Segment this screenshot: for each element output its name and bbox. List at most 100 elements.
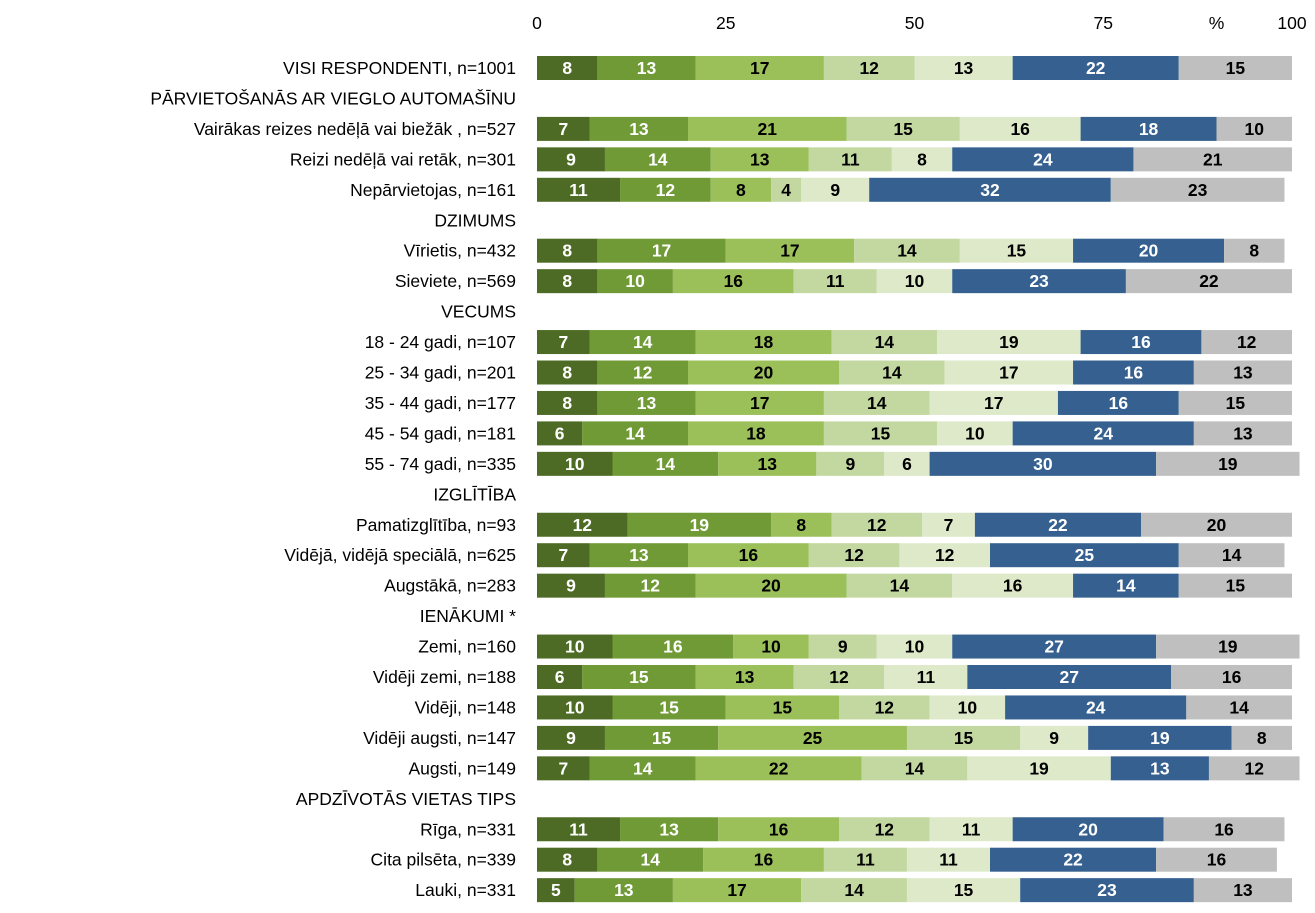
- bar-value-label: 25: [1075, 545, 1095, 565]
- bar-segment: [1110, 177, 1285, 202]
- bar-value-label: 16: [1222, 667, 1242, 687]
- bar-value-label: 8: [736, 180, 746, 200]
- bar-segment: [771, 512, 832, 537]
- bar-segment: [959, 238, 1074, 263]
- bar-row: 18 - 24 gadi, n=107 7 14 18 14 19 16 12: [365, 330, 1292, 355]
- bar-value-label: 16: [724, 271, 744, 291]
- bar-segment: [876, 269, 953, 294]
- bar-segment: [537, 56, 598, 80]
- bar-value-label: 14: [905, 758, 925, 778]
- bar-value-label: 4: [781, 180, 791, 200]
- bar-value-label: 20: [1078, 819, 1098, 839]
- bar-segment: [537, 543, 590, 568]
- bar-value-label: 20: [1207, 515, 1227, 535]
- bar-value-label: 11: [841, 149, 860, 169]
- bar-segment: [1231, 725, 1292, 750]
- group-header-label: IENĀKUMI *: [420, 606, 516, 626]
- bar-value-label: 13: [1233, 363, 1253, 383]
- bar-segment: [718, 817, 839, 842]
- bar-value-label: 14: [656, 454, 676, 474]
- category-label: Nepārvietojas, n=161: [350, 180, 516, 200]
- category-label: Augsti, n=149: [408, 758, 516, 778]
- category-label: 25 - 34 gadi, n=201: [365, 363, 516, 383]
- bar-value-label: 15: [1226, 58, 1246, 78]
- bar-value-label: 10: [565, 697, 585, 717]
- bar-value-label: 13: [1233, 423, 1253, 443]
- bar-segment: [1178, 543, 1285, 568]
- bar-segment: [884, 451, 930, 476]
- bar-segment: [1156, 634, 1300, 659]
- bar-segment: [695, 665, 794, 689]
- bar-segment: [831, 512, 923, 537]
- bar-segment: [718, 451, 817, 476]
- bar-segment: [589, 330, 696, 355]
- bar-value-label: 11: [856, 850, 875, 870]
- bar-value-label: 30: [1033, 454, 1053, 474]
- bar-value-label: 14: [633, 758, 653, 778]
- bar-segment: [537, 269, 598, 294]
- bar-value-label: 24: [1094, 423, 1114, 443]
- bar-value-label: 14: [867, 393, 887, 413]
- bar-value-label: 20: [761, 576, 781, 596]
- bar-segment: [801, 878, 907, 903]
- bar-segment: [537, 756, 590, 781]
- bar-value-label: 14: [641, 850, 661, 870]
- bar-segment: [1193, 360, 1292, 385]
- bar-segment: [839, 817, 930, 842]
- bar-value-label: 10: [625, 271, 645, 291]
- x-tick-label: 75: [1094, 13, 1113, 33]
- bar-value-label: 15: [659, 697, 679, 717]
- bar-value-label: 9: [838, 637, 848, 657]
- bar-value-label: 22: [1048, 515, 1068, 535]
- bar-value-label: 9: [566, 149, 576, 169]
- bar-value-label: 19: [690, 515, 710, 535]
- bar-value-label: 8: [562, 363, 572, 383]
- bar-row: Vidēji augsti, n=147 9 15 25 15 9 19 8: [363, 725, 1292, 750]
- bar-value-label: 13: [1233, 880, 1253, 900]
- bar-value-label: 10: [565, 454, 585, 474]
- bar-value-label: 14: [1229, 697, 1249, 717]
- bar-value-label: 22: [1086, 58, 1106, 78]
- bar-value-label: 15: [871, 423, 891, 443]
- bar-segment: [537, 330, 590, 355]
- bar-row: Augstākā, n=283 9 12 20 14 16 14 15: [384, 573, 1292, 598]
- x-tick-label: 0: [532, 13, 542, 33]
- bar-value-label: 13: [629, 545, 649, 565]
- bar-segment: [952, 147, 1134, 172]
- bar-value-label: 13: [735, 667, 755, 687]
- bar-segment: [537, 147, 605, 172]
- category-label: Augstākā, n=283: [384, 576, 516, 596]
- bar-value-label: 9: [566, 728, 576, 748]
- bar-value-label: 13: [954, 58, 974, 78]
- category-label: Vīrietis, n=432: [404, 241, 516, 261]
- bar-segment: [1073, 238, 1225, 263]
- bar-value-label: 15: [773, 697, 793, 717]
- bar-value-label: 12: [1237, 332, 1257, 352]
- bar-value-label: 32: [980, 180, 1000, 200]
- bar-segment: [604, 573, 696, 598]
- bar-row: Vidēji, n=148 10 15 15 12 10 24 14: [415, 695, 1292, 720]
- bar-row: Augsti, n=149 7 14 22 14 19 13 12: [408, 756, 1300, 781]
- bar-segment: [1125, 269, 1292, 294]
- bar-row: Vīrietis, n=432 8 17 17 14 15 20 8: [404, 238, 1285, 263]
- bar-segment: [1224, 238, 1285, 263]
- bar-value-label: 8: [1257, 728, 1267, 748]
- bar-value-label: 7: [559, 545, 569, 565]
- bar-segment: [733, 634, 809, 659]
- bar-row: Vidēji zemi, n=188 6 15 13 12 11 27 16: [373, 665, 1292, 689]
- bar-value-label: 16: [1003, 576, 1023, 596]
- bar-segment: [537, 573, 605, 598]
- category-label: 35 - 44 gadi, n=177: [365, 393, 516, 413]
- bar-value-label: 17: [652, 241, 671, 261]
- bar-segment: [1080, 116, 1217, 141]
- bar-value-label: 17: [984, 393, 1003, 413]
- bar-value-label: 12: [875, 819, 895, 839]
- bar-value-label: 17: [750, 58, 769, 78]
- bar-segment: [612, 634, 734, 659]
- bar-segment: [1110, 756, 1209, 781]
- bar-segment: [1178, 390, 1292, 415]
- bar-segment: [582, 665, 696, 689]
- bar-segment: [1012, 56, 1179, 80]
- bar-value-label: 9: [566, 576, 576, 596]
